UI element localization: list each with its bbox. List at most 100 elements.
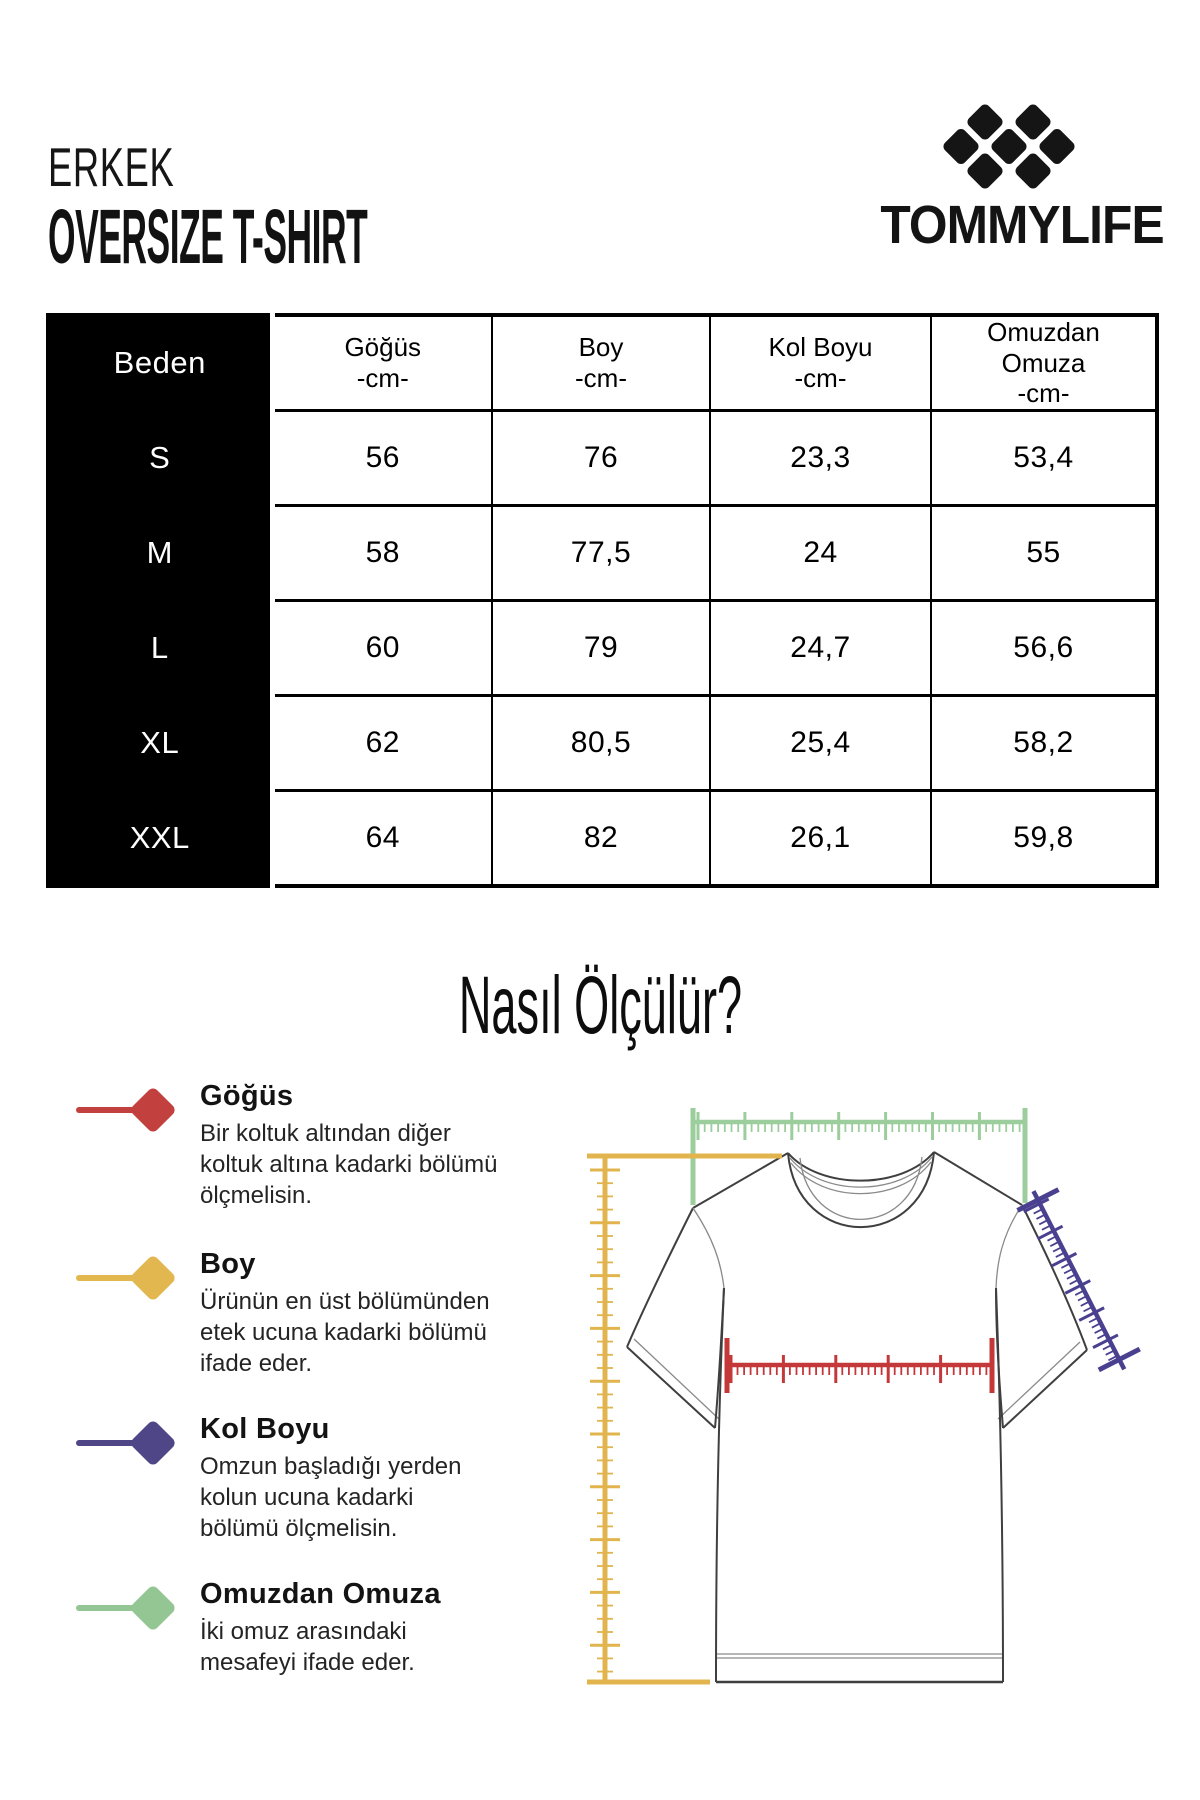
size-row: M 58 77,5 24 55: [47, 504, 1158, 603]
size-value: 26,1: [709, 789, 932, 888]
size-label: XXL: [47, 789, 275, 888]
size-value: 24,7: [709, 599, 932, 698]
length-ruler-yellow: [587, 1153, 782, 1685]
category-label: ERKEK: [48, 136, 175, 198]
ruler-tick: [1080, 1301, 1090, 1307]
size-label: L: [47, 599, 275, 698]
ruler-tick: [1041, 1224, 1051, 1231]
ruler-tick: [1047, 1235, 1056, 1242]
size-value: 80,5: [491, 694, 711, 793]
ruler-tick: [1083, 1306, 1092, 1313]
measure-line-diamond-icon: [76, 1586, 175, 1630]
size-value: 77,5: [491, 504, 711, 603]
ruler-tick: [1105, 1349, 1115, 1356]
ruler-tick: [1052, 1246, 1062, 1253]
length-ruler-ticks: [590, 1168, 620, 1673]
size-label: XL: [47, 694, 275, 793]
legend-item-title: Kol Boyu: [200, 1413, 330, 1445]
size-value: 24: [709, 504, 932, 603]
col-header-shoulder: Omuzdan Omuza -cm-: [930, 313, 1158, 413]
legend-item-title: Boy: [200, 1248, 256, 1280]
page-title: OVERSIZE T-SHIRT: [48, 194, 368, 280]
size-value: 56,6: [930, 599, 1158, 698]
legend-item-description: Ürünün en üst bölümünden etek ucuna kada…: [200, 1288, 490, 1377]
chest-ruler-red: [724, 1338, 995, 1393]
size-table-corner-cell: Beden: [47, 313, 275, 413]
size-value: 76: [491, 409, 711, 508]
legend-item-description: Bir koltuk altından diğer koltuk altına …: [200, 1120, 498, 1209]
ruler-tick: [1077, 1295, 1087, 1302]
logo-diamond: [1039, 128, 1075, 165]
ruler-tick: [1033, 1208, 1043, 1215]
size-value: 58,2: [930, 694, 1158, 793]
tshirt-diagram: [587, 1108, 1141, 1685]
how-to-measure-title: Nasıl Ölçülür?: [458, 960, 742, 1051]
size-value: 25,4: [709, 694, 932, 793]
legend-item-description: İki omuz arasındaki mesafeyi ifade eder.: [200, 1618, 415, 1676]
size-value: 56: [271, 409, 493, 508]
legend-item: Göğüs Bir koltuk altından diğer koltuk a…: [75, 1080, 600, 1211]
size-value: 59,8: [930, 789, 1158, 888]
size-row: XL 62 80,5 25,4 58,2: [47, 694, 1158, 793]
ruler-tick: [1092, 1333, 1119, 1349]
measure-line-diamond-icon: [76, 1088, 175, 1132]
ruler-tick: [1074, 1290, 1084, 1296]
ruler-tick: [1088, 1317, 1098, 1324]
ruler-tick: [1036, 1214, 1045, 1220]
ruler-tick: [1038, 1219, 1048, 1226]
brand-wordmark: TOMMYLIFE: [880, 195, 1164, 255]
ruler-tick: [1050, 1252, 1078, 1268]
logo-diamond: [943, 128, 979, 165]
logo-diamond: [1015, 153, 1051, 189]
size-row: L 60 79 24,7 56,6: [47, 599, 1158, 698]
tshirt-outline: [626, 1151, 1088, 1684]
size-value: 55: [930, 504, 1158, 603]
ruler-tick: [1064, 1279, 1091, 1295]
chest-ruler-ticks: [729, 1355, 988, 1383]
legend-item: Boy Ürünün en üst bölümünden etek ucuna …: [75, 1248, 600, 1379]
size-value: 64: [271, 789, 493, 888]
legend-item: Omuzdan Omuza İki omuz arasındaki mesafe…: [75, 1578, 600, 1678]
logo-diamond: [967, 153, 1003, 189]
ruler-tick: [1049, 1241, 1059, 1247]
size-row: XXL 64 82 26,1 59,8: [47, 789, 1158, 888]
size-table-header-row: Beden Göğüs -cm- Boy -cm- Kol Boyu -cm- …: [47, 313, 1158, 413]
ruler-tick: [1091, 1322, 1101, 1329]
legend-item: Kol Boyu Omzun başladığı yerden kolun uc…: [75, 1413, 600, 1544]
ruler-tick: [1094, 1328, 1104, 1334]
size-value: 23,3: [709, 409, 932, 508]
legend-item-description: Omzun başladığı yerden kolun ucuna kadar…: [200, 1453, 462, 1542]
measure-line-diamond-icon: [76, 1256, 175, 1300]
ruler-tick: [1066, 1273, 1076, 1280]
col-header-sleeve: Kol Boyu -cm-: [709, 313, 932, 413]
ruler-tick: [1102, 1344, 1112, 1351]
col-header-chest: Göğüs -cm-: [271, 313, 493, 413]
size-value: 53,4: [930, 409, 1158, 508]
size-value: 62: [271, 694, 493, 793]
size-value: 82: [491, 789, 711, 888]
ruler-tick: [1023, 1197, 1050, 1214]
legend-item-title: Göğüs: [200, 1080, 294, 1112]
size-label: S: [47, 409, 275, 508]
size-value: 60: [271, 599, 493, 698]
measure-line-diamond-icon: [76, 1421, 175, 1465]
sleeve-ruler-purple: [1016, 1187, 1141, 1373]
size-row: S 56 76 23,3 53,4: [47, 409, 1158, 508]
size-table: Beden Göğüs -cm- Boy -cm- Kol Boyu -cm- …: [46, 313, 1159, 888]
ruler-tick: [1036, 1224, 1064, 1241]
ruler-tick: [1063, 1268, 1073, 1275]
ruler-tick: [1055, 1252, 1065, 1258]
ruler-tick: [1108, 1355, 1117, 1362]
ruler-tick: [1069, 1279, 1079, 1285]
shoulder-ruler-ticks: [696, 1112, 1021, 1140]
logo-diamond: [991, 128, 1027, 165]
sleeve-ruler-ticks: [1023, 1197, 1119, 1362]
size-label: M: [47, 504, 275, 603]
ruler-tick: [1096, 1333, 1106, 1340]
logo-diamond: [967, 104, 1003, 140]
brand-logo-icon: [943, 104, 1075, 189]
ruler-tick: [1060, 1263, 1070, 1269]
legend-item-title: Omuzdan Omuza: [200, 1578, 441, 1610]
size-value: 58: [271, 504, 493, 603]
